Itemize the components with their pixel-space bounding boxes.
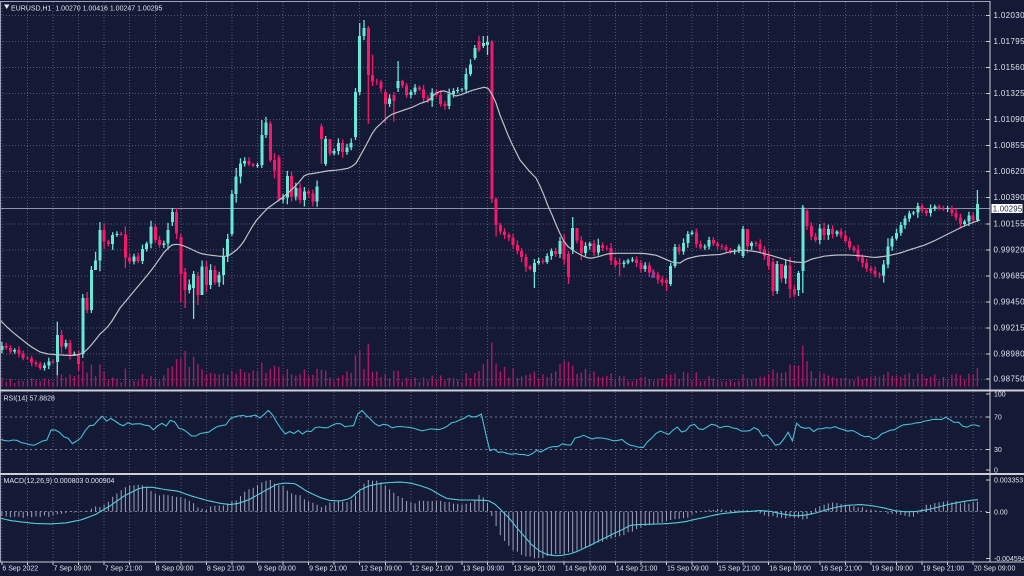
svg-text:1.01325: 1.01325 <box>994 89 1024 98</box>
svg-text:1.02030: 1.02030 <box>994 11 1024 20</box>
svg-text:14 Sep 21:00: 14 Sep 21:00 <box>616 566 658 573</box>
svg-text:15 Sep 21:00: 15 Sep 21:00 <box>718 566 760 573</box>
svg-text:0.99450: 0.99450 <box>994 297 1024 306</box>
svg-text:0.003353: 0.003353 <box>994 478 1023 485</box>
svg-text:0: 0 <box>994 468 998 475</box>
svg-text:13 Sep 09:00: 13 Sep 09:00 <box>463 566 505 573</box>
svg-text:1.01795: 1.01795 <box>994 37 1024 46</box>
svg-text:9 Sep 21:00: 9 Sep 21:00 <box>309 566 347 573</box>
svg-text:8 Sep 09:00: 8 Sep 09:00 <box>156 566 194 573</box>
svg-text:16 Sep 09:00: 16 Sep 09:00 <box>769 566 811 573</box>
svg-text:EURUSD,H1 1.00270 1.00416 1.0: EURUSD,H1 1.00270 1.00416 1.00247 1.0029… <box>11 5 162 12</box>
svg-text:6 Sep 2022: 6 Sep 2022 <box>2 566 38 573</box>
svg-text:0.99215: 0.99215 <box>994 323 1024 332</box>
svg-text:7 Sep 09:00: 7 Sep 09:00 <box>54 566 92 573</box>
svg-text:15 Sep 09:00: 15 Sep 09:00 <box>667 566 709 573</box>
svg-text:12 Sep 09:00: 12 Sep 09:00 <box>360 566 402 573</box>
svg-text:20 Sep 09:00: 20 Sep 09:00 <box>974 566 1016 573</box>
svg-text:MACD(12,26,9) 0.000803 0.00090: MACD(12,26,9) 0.000803 0.000904 <box>4 478 115 485</box>
svg-text:19 Sep 21:00: 19 Sep 21:00 <box>923 566 965 573</box>
svg-text:9 Sep 09:00: 9 Sep 09:00 <box>258 566 296 573</box>
svg-text:1.00295: 1.00295 <box>993 204 1023 213</box>
svg-text:8 Sep 21:00: 8 Sep 21:00 <box>207 566 245 573</box>
svg-text:7 Sep 21:00: 7 Sep 21:00 <box>105 566 143 573</box>
svg-text:1.00620: 1.00620 <box>994 167 1024 176</box>
svg-text:0.99920: 0.99920 <box>994 245 1024 254</box>
svg-text:0.98750: 0.98750 <box>994 374 1024 383</box>
svg-text:0.00: 0.00 <box>994 510 1008 517</box>
svg-text:1.00390: 1.00390 <box>994 193 1024 202</box>
svg-text:1.00155: 1.00155 <box>994 219 1024 228</box>
svg-text:-0.004594: -0.004594 <box>994 556 1024 563</box>
svg-text:1.01090: 1.01090 <box>994 115 1024 124</box>
svg-text:0.98980: 0.98980 <box>994 349 1024 358</box>
svg-text:13 Sep 21:00: 13 Sep 21:00 <box>514 566 556 573</box>
svg-text:1.00855: 1.00855 <box>994 141 1024 150</box>
svg-text:RSI(14) 57.8828: RSI(14) 57.8828 <box>4 396 55 403</box>
svg-text:70: 70 <box>994 415 1002 422</box>
svg-text:19 Sep 09:00: 19 Sep 09:00 <box>871 566 913 573</box>
svg-text:100: 100 <box>994 392 1006 399</box>
svg-text:16 Sep 21:00: 16 Sep 21:00 <box>820 566 862 573</box>
svg-text:1.01560: 1.01560 <box>994 63 1024 72</box>
svg-text:30: 30 <box>994 447 1002 454</box>
svg-text:14 Sep 09:00: 14 Sep 09:00 <box>565 566 607 573</box>
svg-text:0.99685: 0.99685 <box>994 271 1024 280</box>
svg-text:12 Sep 21:00: 12 Sep 21:00 <box>411 566 453 573</box>
